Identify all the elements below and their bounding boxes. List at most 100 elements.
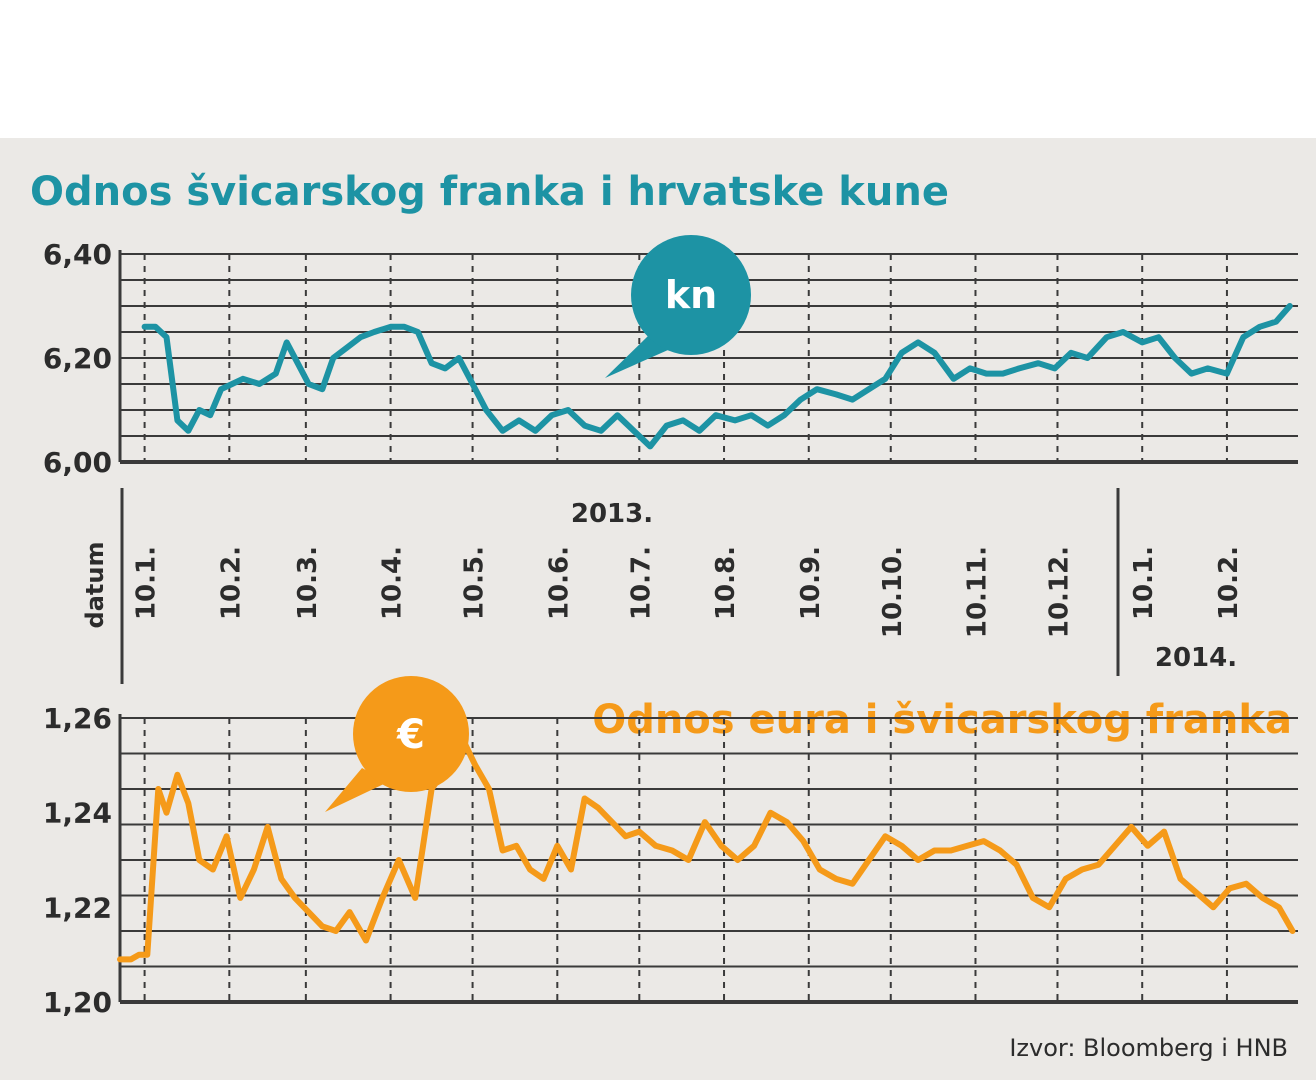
chf-hrk-data-point <box>631 428 636 433</box>
chf-hrk-chart-title: Odnos švicarskog franka i hrvatske kune <box>30 169 949 215</box>
eur-chf-data-point <box>653 843 658 848</box>
chf-hrk-data-point <box>306 381 311 387</box>
eur-chf-data-point <box>981 838 986 844</box>
chf-hrk-data-point <box>1241 335 1246 340</box>
chf-hrk-data-point <box>516 418 522 423</box>
eur-chf-data-point <box>1096 862 1101 867</box>
date-tick-label: 10.9. <box>796 546 826 620</box>
eur-chf-data-point <box>568 867 574 872</box>
eur-chf-data-point <box>265 824 270 830</box>
chf-hrk-data-point <box>1189 371 1194 376</box>
eur-chf-data-point <box>333 928 339 934</box>
chf-hrk-data-point <box>732 418 738 423</box>
eur-chf-data-point <box>224 834 229 839</box>
chf-hrk-data-point <box>1104 335 1109 340</box>
eur-chf-data-point <box>1145 843 1150 848</box>
chf-hrk-data-point <box>456 355 462 361</box>
chf-hrk-data-point <box>344 345 350 350</box>
chf-hrk-data-point <box>782 413 787 418</box>
eur-chf-data-point <box>932 848 937 853</box>
eur-chf-data-point <box>197 857 202 863</box>
chf-hrk-data-point <box>615 413 620 418</box>
eur-chf-data-point <box>164 810 169 815</box>
eur-chf-data-point <box>899 843 904 848</box>
eur-chf-data-point <box>948 848 954 853</box>
chf-hrk-data-point <box>142 324 147 329</box>
date-tick-label: 10.1. <box>132 546 162 620</box>
chf-hrk-data-point <box>1273 319 1279 324</box>
chf-hrk-data-point <box>402 324 407 329</box>
chf-hrk-data-point <box>175 418 180 423</box>
eur-chf-data-point <box>473 763 478 768</box>
chf-hrk-data-point <box>866 387 872 392</box>
eur-chf-data-point <box>145 952 150 957</box>
eur-chf-data-point <box>413 895 418 901</box>
eur-chf-data-point <box>1227 886 1232 891</box>
eur-chf-data-point <box>623 834 628 839</box>
chf-hrk-data-point <box>1000 371 1005 376</box>
eur-chf-data-point <box>292 895 298 901</box>
chf-hrk-data-point <box>240 376 246 381</box>
eur-chf-data-point <box>186 801 191 806</box>
chf-hrk-data-point <box>765 423 770 428</box>
chf-hrk-data-point <box>331 355 336 361</box>
chf-hrk-data-point <box>951 376 956 381</box>
eur-chf-data-point <box>210 867 216 872</box>
chf-hrk-data-point <box>1224 371 1230 376</box>
date-tick-label: 10.6. <box>544 546 574 620</box>
chf-hrk-data-point <box>1036 361 1041 366</box>
eur-chf-data-point <box>238 895 243 901</box>
chf-hrk-data-point <box>883 376 888 381</box>
eur-chf-data-point <box>306 909 311 915</box>
chf-hrk-data-point <box>533 428 538 433</box>
chf-hrk-data-point <box>915 340 921 345</box>
eur-chf-data-point <box>637 829 642 834</box>
chf-hrk-data-point <box>470 381 475 387</box>
eur-chf-data-point <box>801 838 806 844</box>
chf-hrk-data-point <box>648 444 653 449</box>
eur-chf-data-point <box>541 876 546 882</box>
eur-chf-data-point <box>1161 829 1167 834</box>
eur-chf-data-point <box>850 881 855 886</box>
chf-hrk-series-line <box>141 303 1293 450</box>
eur-chf-data-point <box>1290 928 1295 934</box>
chf-hrk-data-point <box>798 397 803 402</box>
euro-badge-label: € <box>396 712 425 758</box>
chf-hrk-data-point <box>1085 355 1090 361</box>
date-tick-label: 10.8. <box>711 546 741 620</box>
eur-chf-data-point <box>686 857 691 863</box>
kuna-badge-label: kn <box>665 273 717 317</box>
date-tick-label: 10.4. <box>378 546 408 620</box>
chf-hrk-data-point <box>320 387 325 392</box>
eur-chf-data-point <box>514 843 519 848</box>
eur-chf-data-point <box>883 834 888 839</box>
chf-hrk-data-point <box>582 423 587 428</box>
date-tick-label: 10.5. <box>460 546 490 620</box>
eur-chf-data-point <box>486 786 492 792</box>
eur-chf-data-point <box>396 857 401 863</box>
year-2013-label: 2013. <box>571 499 653 529</box>
chf-hrk-data-point <box>415 329 421 335</box>
chf-hrk-data-point <box>388 324 393 329</box>
chf-hrk-data-point <box>429 361 434 366</box>
eur-chf-data-point <box>735 857 740 863</box>
eur-chf-series-line <box>117 733 1296 963</box>
chf-hrk-data-point <box>984 371 989 376</box>
date-tick-label: 10.10. <box>878 546 908 638</box>
eur-chf-data-point <box>320 924 325 929</box>
chf-hrk-data-point <box>549 413 554 418</box>
chf-hrk-data-point <box>1140 340 1145 345</box>
chf-hrk-data-point <box>850 397 855 402</box>
chf-hrk-data-point <box>153 324 158 329</box>
chf-hrk-data-point <box>566 407 571 413</box>
source-note: Izvor: Bloomberg i HNB <box>1009 1034 1288 1062</box>
eur-chf-y-tick-label: 1,20 <box>43 986 112 1019</box>
eur-chf-data-point <box>555 843 560 848</box>
eur-chf-data-point <box>527 867 533 872</box>
eur-chf-data-point <box>833 876 839 882</box>
chf-hrk-data-point <box>1120 329 1126 335</box>
euro-badge: € <box>325 676 469 812</box>
eur-chf-data-point <box>1260 895 1265 901</box>
date-tick-label: 10.2. <box>1214 546 1244 620</box>
